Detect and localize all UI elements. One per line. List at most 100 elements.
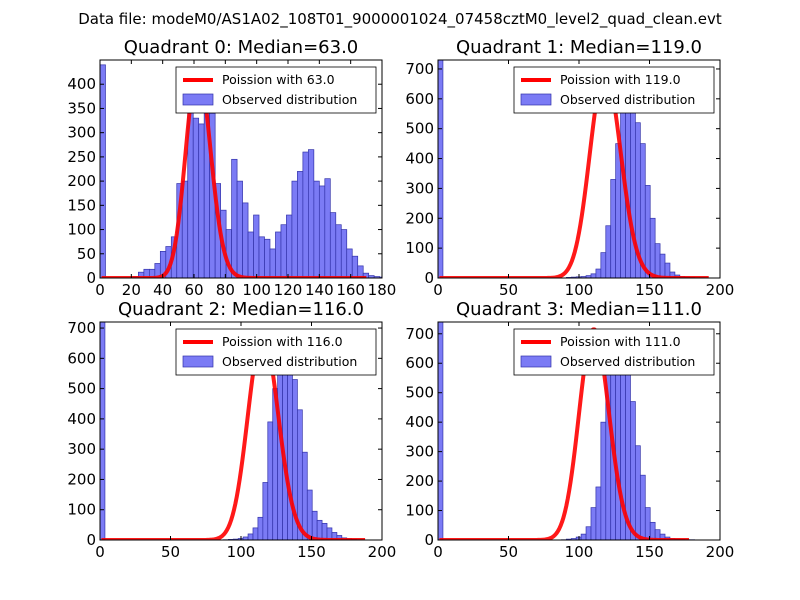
legend-label-poisson: Poission with 119.0 [560, 72, 681, 87]
histogram-bar [346, 248, 353, 278]
histogram-bar [595, 486, 602, 540]
y-tick-label: 700 [405, 60, 434, 78]
y-tick-label: 150 [67, 196, 96, 214]
histogram-bar [100, 64, 106, 278]
histogram-bar [192, 117, 200, 278]
legend-label-poisson: Poission with 111.0 [560, 334, 681, 349]
histogram-bar [649, 217, 656, 278]
y-tick-label: 600 [405, 354, 434, 372]
legend-label-poisson: Poission with 63.0 [222, 72, 335, 87]
y-tick-label: 0 [424, 269, 434, 287]
y-tick-label: 600 [67, 349, 96, 367]
histogram-bar [291, 180, 298, 278]
histogram-bar [264, 238, 271, 278]
histogram-bar [590, 507, 597, 540]
y-tick-label: 100 [67, 501, 96, 519]
histogram-bar [615, 143, 621, 278]
quadrant-3-plot-area [438, 322, 695, 540]
x-tick-label: 50 [161, 543, 180, 561]
histogram-bar [590, 273, 597, 278]
histogram-bar [242, 202, 249, 278]
histogram-bar [236, 180, 243, 278]
histogram-bar [329, 212, 337, 278]
y-tick-label: 0 [86, 531, 96, 549]
y-tick-label: 50 [77, 245, 96, 263]
histogram-bar [275, 231, 282, 278]
quadrant-0-plot-area [100, 64, 382, 278]
quadrant-0-title: Quadrant 0: Median=63.0 [124, 37, 359, 58]
quadrant-1-chart: 0 50 100 150 200 0 100 200 300 400 500 600 700 Quadra… [405, 37, 734, 299]
x-tick-label: 50 [499, 281, 518, 299]
histogram-bar [610, 179, 617, 278]
x-tick-label: 200 [706, 281, 735, 299]
histogram-bar [318, 185, 326, 278]
legend-hist-swatch [520, 355, 552, 368]
x-tick-label: 0 [433, 543, 443, 561]
quadrant-0-legend: Poission with 63.0 Observed distribution [175, 66, 377, 114]
x-tick-label: 150 [635, 281, 664, 299]
histogram-bar [605, 225, 612, 278]
histogram-bar [253, 214, 260, 278]
histogram-bar [664, 262, 671, 278]
legend-label-observed: Observed distribution [560, 92, 695, 107]
histogram-bar [600, 421, 607, 540]
y-tick-label: 400 [405, 150, 434, 168]
quadrant-panels: 0 20 40 60 80 100 120 140 160 1800501001502002503… [67, 37, 734, 561]
histogram-bar [595, 268, 602, 278]
y-tick-label: 300 [405, 443, 434, 461]
histogram-bar [100, 322, 106, 540]
legend-hist-swatch [182, 93, 214, 106]
quadrant-0-chart: 0 20 40 60 80 100 120 140 160 1800501001502002503… [67, 37, 396, 299]
histogram-bar [257, 516, 264, 540]
x-tick-label: 50 [499, 543, 518, 561]
quadrant-2-legend: Poission with 116.0 Observed distribution [175, 328, 377, 376]
legend-label-poisson: Poission with 116.0 [222, 334, 343, 349]
histogram-bar [639, 474, 646, 540]
y-tick-label: 500 [405, 120, 434, 138]
x-tick-label: 200 [368, 543, 397, 561]
legend-hist-swatch [182, 355, 214, 368]
histogram-bar [258, 236, 265, 278]
y-tick-label: 400 [67, 410, 96, 428]
y-tick-label: 200 [67, 470, 96, 488]
x-tick-label: 100 [227, 543, 256, 561]
histogram-bar [308, 149, 315, 278]
y-tick-label: 200 [67, 172, 96, 190]
histogram-bar [231, 158, 238, 278]
x-tick-label: 80 [216, 281, 235, 299]
poisson-curve [438, 327, 690, 540]
legend-label-observed: Observed distribution [222, 354, 357, 369]
histogram-bar [316, 519, 323, 540]
histogram-bar [252, 527, 259, 540]
y-tick-label: 0 [86, 269, 96, 287]
y-tick-label: 0 [424, 531, 434, 549]
y-tick-label: 600 [405, 90, 434, 108]
x-tick-label: 0 [433, 281, 443, 299]
histogram-bar [267, 421, 274, 540]
histogram-bar [198, 123, 205, 278]
histogram-bar [630, 92, 636, 278]
figure-suptitle: Data file: modeM0/AS1A02_108T01_90000010… [78, 10, 722, 29]
x-tick-label: 140 [305, 281, 334, 299]
histogram-bar [580, 533, 587, 540]
histogram-bar [635, 445, 641, 540]
histogram-bar [313, 180, 320, 278]
x-tick-label: 20 [122, 281, 141, 299]
histogram-bar [321, 522, 328, 540]
histogram-bar [649, 521, 656, 540]
histogram-bar [311, 510, 318, 540]
y-tick-label: 200 [405, 209, 434, 227]
histogram-bar [615, 351, 621, 540]
histogram-bar [297, 171, 304, 278]
histogram-bar [644, 507, 651, 540]
x-tick-label: 60 [184, 281, 203, 299]
x-tick-label: 160 [336, 281, 365, 299]
histogram-bar [286, 214, 293, 278]
quadrant-1-title: Quadrant 1: Median=119.0 [456, 37, 702, 58]
y-tick-label: 250 [67, 148, 96, 166]
histogram-bar [659, 253, 666, 278]
quadrant-2-chart: 0 50 100 150 200 0 100 200 300 400 500 600 700 Quadra… [67, 299, 396, 561]
histogram-bar [262, 482, 269, 540]
histogram-bar [306, 489, 313, 540]
y-tick-label: 100 [67, 221, 96, 239]
